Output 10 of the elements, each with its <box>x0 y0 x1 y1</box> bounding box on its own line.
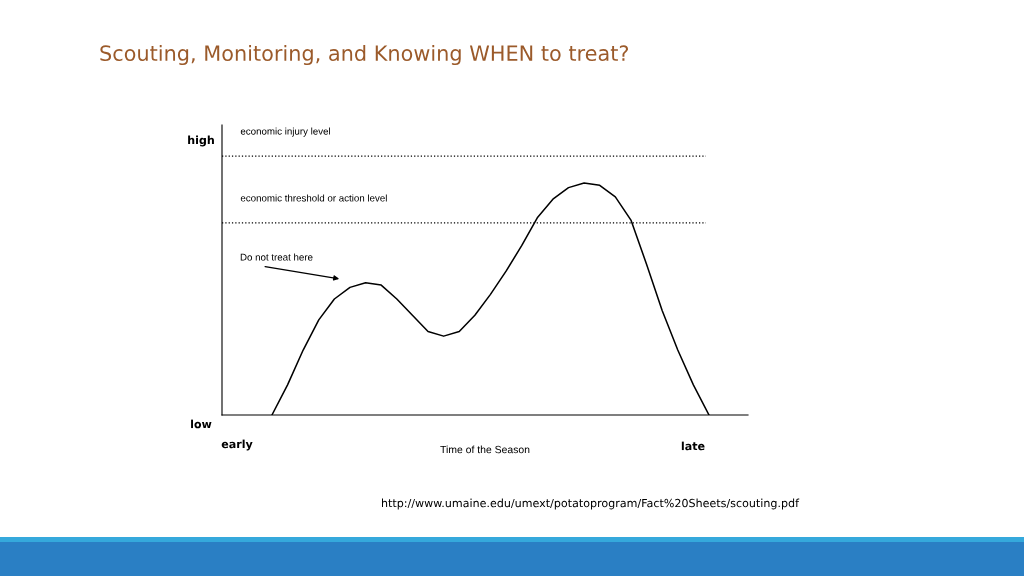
chart-title: Scouting, Monitoring, and Knowing WHEN to treat? <box>100 44 629 66</box>
ref-line-label: economic injury level <box>240 127 330 137</box>
ref-line-label: economic threshold or action level <box>240 194 387 202</box>
text: high <box>188 135 214 147</box>
text: http://www.umaine.edu/umext/potatoprogram/Fact%20Sheets/scouting.pdf <box>382 498 800 510</box>
x-axis-title: Time of the Season <box>440 445 530 454</box>
text: late <box>681 441 705 451</box>
annotation: Do not treat here <box>240 253 313 261</box>
text: low <box>191 419 212 429</box>
text: early <box>221 439 253 451</box>
